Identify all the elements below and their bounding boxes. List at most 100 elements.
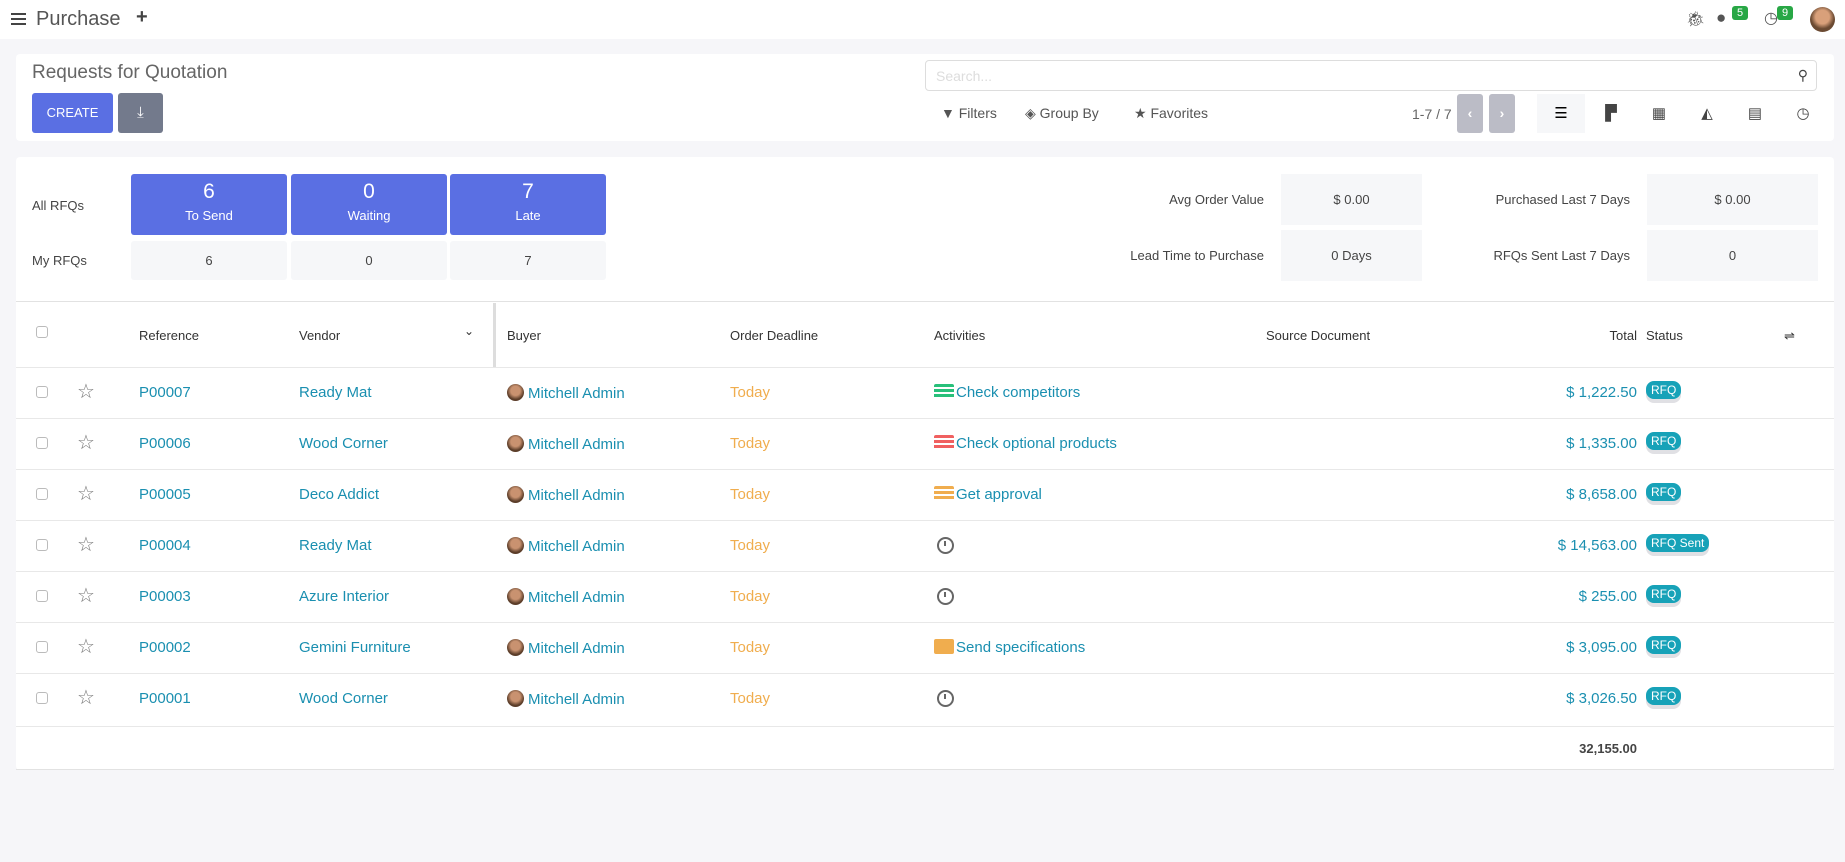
pager-next-button[interactable]: ›	[1489, 94, 1515, 133]
buyer[interactable]: Mitchell Admin	[507, 384, 625, 402]
my-to-send-tile[interactable]: 6	[131, 241, 287, 280]
table-row[interactable]: ☆ P00004 Ready Mat Mitchell Admin Today …	[16, 520, 1834, 571]
reference-link[interactable]: P00002	[139, 639, 191, 656]
menu-icon[interactable]	[11, 13, 26, 25]
calendar-icon: ▤	[1747, 105, 1763, 122]
star-icon[interactable]: ☆	[77, 381, 95, 403]
table-row[interactable]: ☆ P00002 Gemini Furniture Mitchell Admin…	[16, 622, 1834, 673]
status-badge: RFQ	[1646, 636, 1682, 654]
area-chart-icon: ◭	[1701, 105, 1713, 122]
reference-link[interactable]: P00004	[139, 537, 191, 554]
search-icon[interactable]: ⚲	[1797, 67, 1808, 83]
star-icon[interactable]: ☆	[77, 432, 95, 454]
waiting-tile[interactable]: 0 Waiting	[291, 174, 447, 235]
pager-previous-button[interactable]: ‹	[1457, 94, 1483, 133]
buyer[interactable]: Mitchell Admin	[507, 435, 625, 453]
favorites-button[interactable]: ★ Favorites	[1134, 105, 1208, 122]
col-status[interactable]: Status	[1646, 328, 1683, 343]
row-total: $ 255.00	[1578, 588, 1637, 605]
plus-icon[interactable]: +	[136, 6, 148, 28]
user-avatar[interactable]	[1810, 7, 1835, 32]
row-checkbox[interactable]	[36, 692, 48, 704]
table-row[interactable]: ☆ P00006 Wood Corner Mitchell Admin Toda…	[16, 418, 1834, 469]
buyer[interactable]: Mitchell Admin	[507, 588, 625, 606]
calendar-view-button[interactable]: ▤	[1731, 94, 1779, 133]
chevron-down-icon[interactable]: ⌄	[464, 324, 475, 338]
star-icon[interactable]: ☆	[77, 483, 95, 505]
order-deadline: Today	[730, 588, 771, 605]
tile-count: 0	[363, 180, 375, 203]
vendor-link[interactable]: Deco Addict	[299, 486, 380, 503]
activity-view-button[interactable]: ◷	[1779, 94, 1827, 133]
order-deadline: Today	[730, 537, 771, 554]
create-button[interactable]: CREATE	[32, 93, 113, 133]
kanban-view-button[interactable]: ▛	[1587, 94, 1635, 133]
optional-columns-icon[interactable]: ⇌	[1784, 328, 1795, 343]
chat-icon[interactable]: ●	[1716, 8, 1727, 27]
app-title[interactable]: Purchase	[36, 8, 121, 30]
list-view-button[interactable]: ☰	[1537, 94, 1585, 133]
graph-view-button[interactable]: ◭	[1683, 94, 1731, 133]
reference-link[interactable]: P00007	[139, 384, 191, 401]
clock-icon[interactable]	[937, 690, 954, 707]
filters-button[interactable]: ▼ Filters	[941, 105, 997, 121]
clock-icon[interactable]	[937, 588, 954, 605]
buyer[interactable]: Mitchell Admin	[507, 537, 625, 555]
col-activities[interactable]: Activities	[934, 328, 986, 343]
to-send-tile[interactable]: 6 To Send	[131, 174, 287, 235]
buyer[interactable]: Mitchell Admin	[507, 690, 625, 708]
row-checkbox[interactable]	[36, 641, 48, 653]
activity-link[interactable]: Check optional products	[934, 435, 1117, 452]
star-icon[interactable]: ☆	[77, 534, 95, 556]
vendor-link[interactable]: Azure Interior	[299, 588, 390, 605]
col-order-deadline[interactable]: Order Deadline	[730, 328, 819, 343]
reference-link[interactable]: P00001	[139, 690, 191, 707]
table-row[interactable]: ☆ P00003 Azure Interior Mitchell Admin T…	[16, 571, 1834, 622]
activity-link[interactable]: Get approval	[934, 486, 1042, 503]
row-checkbox[interactable]	[36, 386, 48, 398]
col-vendor[interactable]: Vendor	[299, 328, 341, 343]
table-row[interactable]: ☆ P00005 Deco Addict Mitchell Admin Toda…	[16, 469, 1834, 520]
search-input[interactable]	[926, 61, 1776, 90]
group-by-button[interactable]: ◈ Group By	[1025, 105, 1099, 122]
my-late-tile[interactable]: 7	[450, 241, 606, 280]
pager-value[interactable]: 1-7 / 7	[1412, 106, 1452, 122]
col-reference[interactable]: Reference	[139, 328, 199, 343]
row-checkbox[interactable]	[36, 437, 48, 449]
buyer[interactable]: Mitchell Admin	[507, 639, 625, 657]
row-checkbox[interactable]	[36, 539, 48, 551]
clock-icon[interactable]: ◷	[1764, 10, 1778, 27]
col-total[interactable]: Total	[1609, 328, 1637, 343]
kpi-label: Lead Time to Purchase	[1130, 248, 1264, 263]
status-badge: RFQ	[1646, 687, 1682, 705]
row-checkbox[interactable]	[36, 488, 48, 500]
clock-icon[interactable]	[937, 537, 954, 554]
activity-link[interactable]: Send specifications	[934, 639, 1085, 656]
activity-link[interactable]: Check competitors	[934, 384, 1080, 401]
order-deadline: Today	[730, 486, 771, 503]
star-icon[interactable]: ☆	[77, 687, 95, 709]
table-row[interactable]: ☆ P00007 Ready Mat Mitchell Admin Today …	[16, 367, 1834, 418]
col-source-document[interactable]: Source Document	[1266, 328, 1371, 343]
vendor-link[interactable]: Ready Mat	[299, 384, 372, 401]
star-icon[interactable]: ☆	[77, 585, 95, 607]
vendor-link[interactable]: Gemini Furniture	[299, 639, 411, 656]
row-checkbox[interactable]	[36, 590, 48, 602]
reference-link[interactable]: P00005	[139, 486, 191, 503]
bug-icon[interactable]: 🐞︎	[1686, 11, 1706, 28]
star-icon[interactable]: ☆	[77, 636, 95, 658]
col-buyer[interactable]: Buyer	[507, 328, 541, 343]
late-tile[interactable]: 7 Late	[450, 174, 606, 235]
table-row[interactable]: ☆ P00001 Wood Corner Mitchell Admin Toda…	[16, 673, 1834, 724]
reference-link[interactable]: P00006	[139, 435, 191, 452]
vendor-link[interactable]: Ready Mat	[299, 537, 372, 554]
download-button[interactable]: ⤓	[118, 93, 163, 133]
vendor-link[interactable]: Wood Corner	[299, 690, 388, 707]
vendor-link[interactable]: Wood Corner	[299, 435, 388, 452]
buyer[interactable]: Mitchell Admin	[507, 486, 625, 504]
my-waiting-tile[interactable]: 0	[291, 241, 447, 280]
column-resize-handle[interactable]	[493, 303, 496, 367]
reference-link[interactable]: P00003	[139, 588, 191, 605]
pivot-view-button[interactable]: ▦	[1635, 94, 1683, 133]
select-all-checkbox[interactable]	[36, 326, 48, 338]
